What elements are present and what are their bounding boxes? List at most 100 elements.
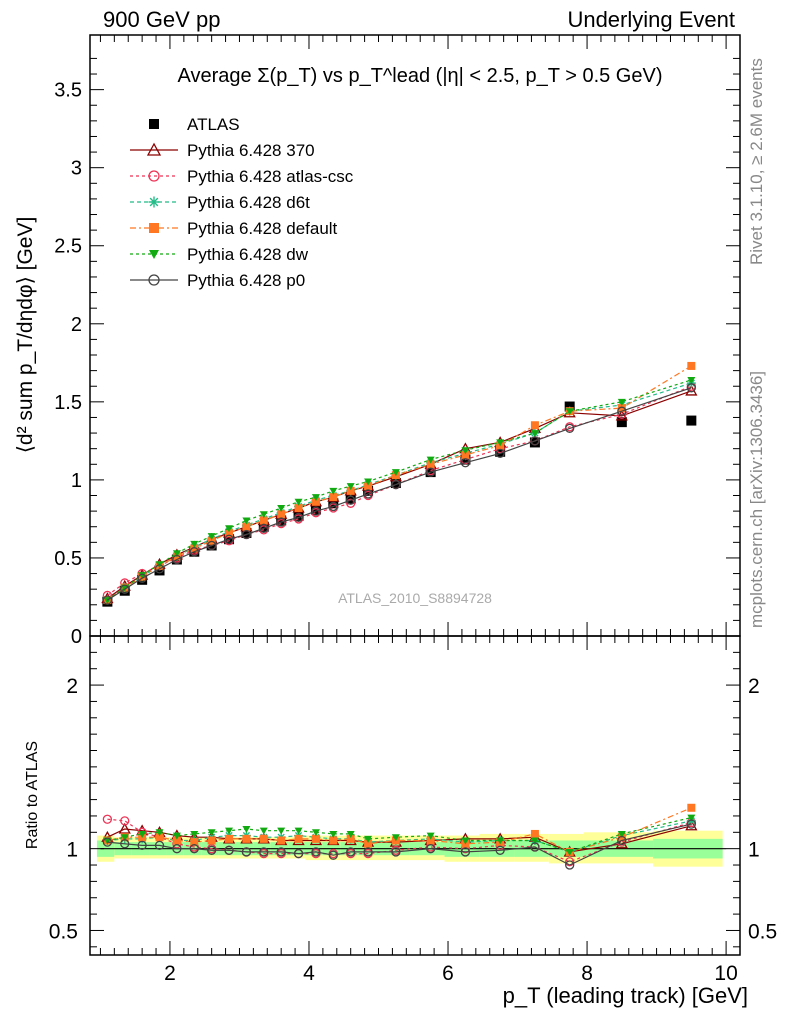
- main-data-point: [207, 540, 217, 551]
- ratio-data-point: [426, 832, 435, 840]
- main-data-point: [294, 503, 303, 512]
- main-data-point: [530, 430, 539, 438]
- ratio-data-point: [242, 826, 251, 834]
- ratio-data-point: [530, 842, 540, 852]
- ratio-data-point: [120, 816, 130, 826]
- main-series-line: [107, 390, 692, 599]
- main-data-point: [364, 478, 373, 486]
- main-data-point: [687, 376, 696, 384]
- ratio-data-point: [172, 832, 181, 840]
- ratio-y-tick-label-right: 1: [748, 839, 760, 862]
- main-data-point: [345, 493, 356, 504]
- main-data-point: [276, 515, 287, 526]
- ratio-data-point: [241, 847, 252, 857]
- main-data-point: [259, 511, 268, 519]
- mcplots-reference-label: mcplots.cern.ch [arXiv:1306.3436]: [747, 371, 766, 628]
- ratio-data-point: [391, 834, 400, 842]
- ratio-data-point: [565, 848, 574, 856]
- main-data-point: [328, 501, 338, 512]
- main-data-point: [426, 460, 435, 469]
- main-data-point: [172, 550, 181, 558]
- main-data-point: [190, 544, 199, 553]
- main-data-point: [293, 510, 304, 521]
- main-y-tick-label: 0.5: [54, 548, 82, 570]
- main-y-tick-label: 1.5: [54, 392, 82, 414]
- main-data-point: [138, 572, 147, 580]
- x-axis-label: p_T (leading track) [GeV]: [503, 983, 748, 1008]
- legend-marker: [148, 196, 160, 208]
- main-data-point: [565, 423, 575, 434]
- ratio-data-point: [461, 837, 470, 845]
- ratio-data-point: [294, 827, 303, 835]
- main-data-point: [311, 497, 320, 506]
- legend-entry-label: ATLAS: [187, 115, 240, 134]
- main-data-point: [687, 361, 696, 370]
- ratio-data-point: [172, 836, 181, 845]
- ratio-data-point: [118, 822, 131, 834]
- main-data-point: [276, 517, 286, 527]
- main-data-point: [242, 517, 251, 525]
- analysis-watermark: ATLAS_2010_S8894728: [338, 590, 492, 606]
- ratio-data-point: [329, 836, 338, 845]
- main-series-line: [107, 379, 692, 601]
- main-data-point: [425, 467, 436, 477]
- ratio-data-point: [277, 827, 286, 835]
- ratio-data-point: [294, 834, 303, 843]
- x-tick-label: 2: [164, 962, 176, 985]
- ratio-data-point: [190, 830, 199, 838]
- legend-entry-label: Pythia 6.428 d6t: [187, 193, 310, 212]
- main-data-point: [460, 458, 471, 468]
- ratio-data-point: [329, 830, 338, 838]
- x-tick-label: 10: [714, 962, 737, 985]
- ratio-data-point: [225, 834, 234, 843]
- main-data-point: [154, 564, 165, 574]
- ratio-data-point: [276, 847, 286, 857]
- main-data-point: [294, 498, 303, 506]
- main-data-point: [616, 417, 627, 428]
- main-data-point: [391, 469, 400, 477]
- main-data-point: [259, 516, 268, 525]
- main-data-point: [190, 540, 199, 548]
- ratio-data-point: [617, 830, 626, 838]
- ratio-y-tick-label: 2: [66, 675, 78, 698]
- legend-marker: [148, 274, 160, 286]
- ratio-data-point: [530, 837, 539, 845]
- x-tick-label: 8: [581, 962, 593, 985]
- ratio-data-point: [172, 844, 182, 854]
- header-right-label: Underlying Event: [567, 7, 735, 32]
- ratio-data-point: [138, 830, 147, 838]
- ratio-data-point: [346, 830, 355, 838]
- ratio-data-point: [207, 845, 217, 855]
- ratio-data-point: [364, 835, 373, 843]
- main-data-point: [495, 448, 505, 459]
- legend-marker: [149, 223, 159, 233]
- main-y-tick-label: 3.5: [54, 80, 82, 102]
- ratio-data-point: [460, 847, 471, 857]
- main-y-tick-label: 2.5: [54, 236, 82, 258]
- main-data-point: [565, 408, 574, 416]
- main-data-point: [137, 573, 147, 583]
- ratio-data-point: [103, 837, 112, 845]
- main-data-point: [461, 450, 470, 459]
- main-data-point: [241, 529, 252, 540]
- main-data-point: [120, 584, 129, 592]
- main-data-point: [310, 504, 321, 515]
- main-data-point: [311, 494, 320, 502]
- ratio-series-line: [107, 817, 692, 853]
- main-series-line: [107, 385, 692, 596]
- ratio-data-point: [687, 803, 696, 812]
- main-plot-panel: 0 0.5 1 1.5 2 2.5 3 3.5: [54, 34, 741, 648]
- ratio-data-point: [120, 834, 129, 842]
- ratio-data-point: [530, 829, 539, 838]
- ratio-data-point: [259, 827, 268, 835]
- main-data-point: [242, 522, 251, 531]
- main-data-point: [207, 536, 216, 545]
- main-data-point: [225, 528, 234, 537]
- ratio-data-point: [155, 833, 164, 842]
- main-data-point: [496, 439, 505, 447]
- main-data-point: [529, 437, 540, 448]
- x-tick-label: 6: [442, 962, 454, 985]
- main-data-point: [329, 487, 338, 495]
- legend-entry-label: Pythia 6.428 370: [187, 141, 315, 160]
- ratio-data-point: [102, 837, 113, 847]
